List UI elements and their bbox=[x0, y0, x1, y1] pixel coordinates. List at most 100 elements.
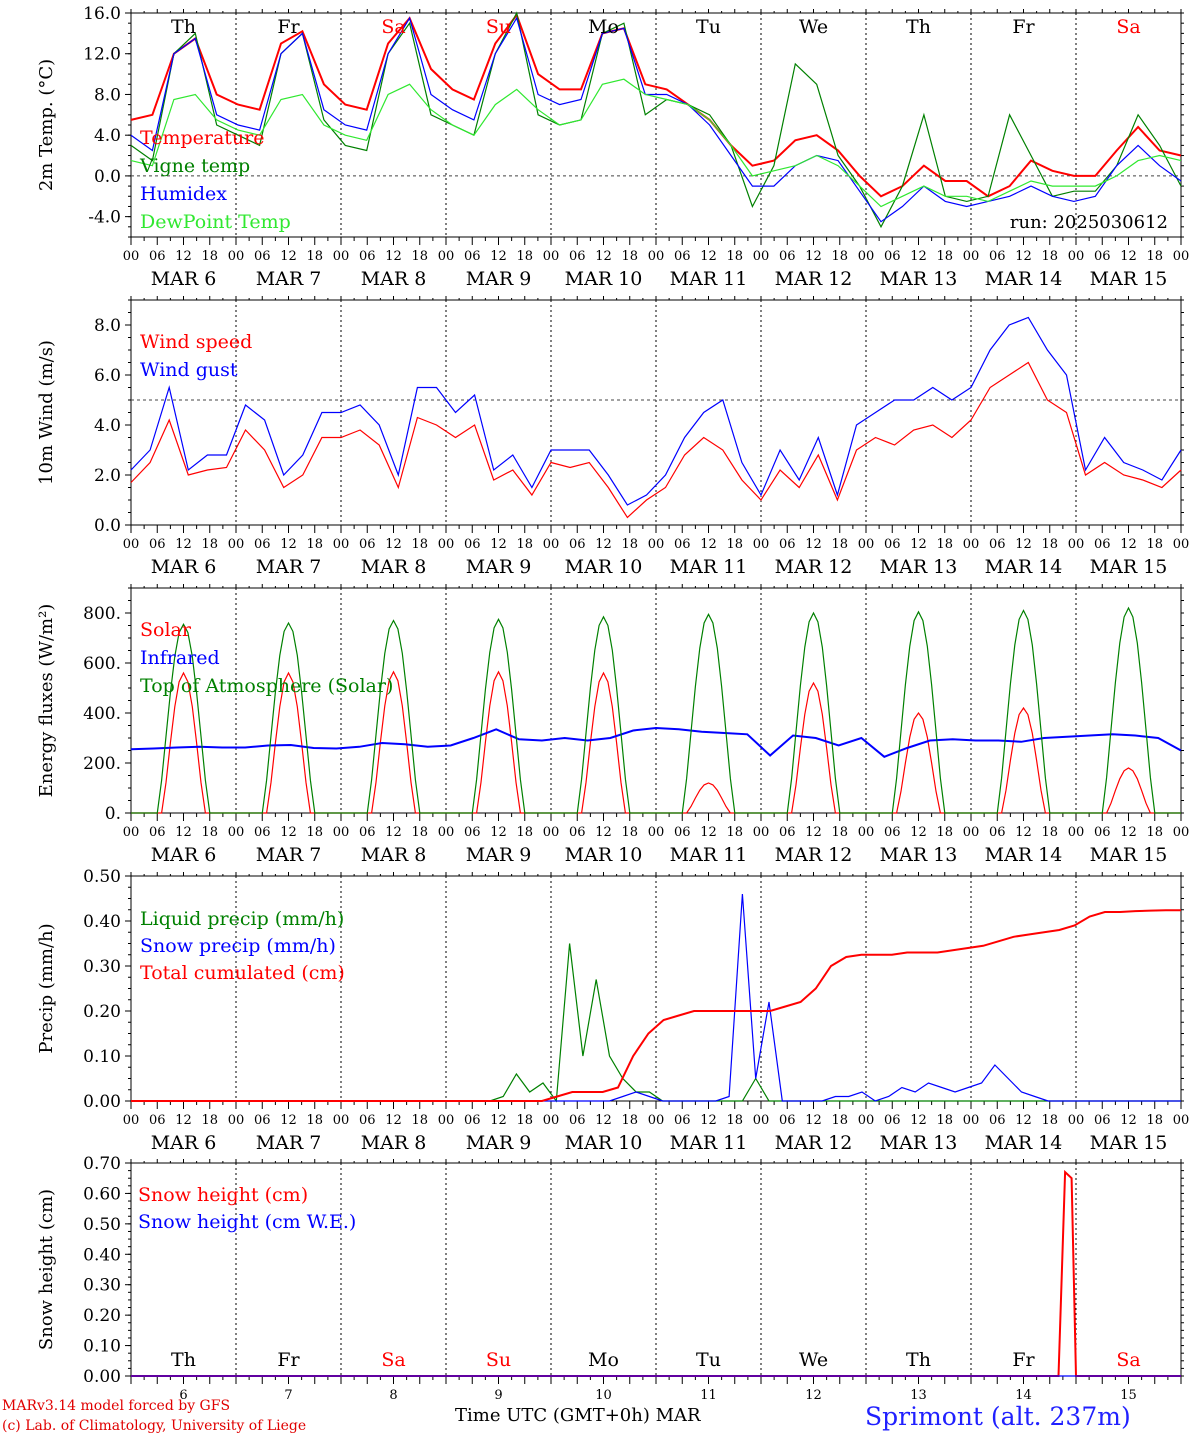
date-label: MAR 9 bbox=[466, 556, 532, 578]
weekday-label: We bbox=[799, 1349, 828, 1371]
y-axis-title: Energy fluxes (W/m²) bbox=[36, 604, 57, 798]
hour-tick-label: 18 bbox=[411, 825, 428, 840]
day-number-label: 11 bbox=[700, 1388, 717, 1403]
day-number-label: 13 bbox=[910, 1388, 927, 1403]
hour-tick-label: 06 bbox=[254, 249, 271, 264]
date-label: MAR 10 bbox=[565, 556, 643, 578]
legend-entry: Solar bbox=[140, 619, 192, 641]
y-tick-label: 800. bbox=[83, 604, 121, 624]
y-axis-title: 2m Temp. (°C) bbox=[36, 59, 57, 191]
hour-tick-label: 12 bbox=[595, 249, 612, 264]
hour-tick-label: 00 bbox=[228, 1113, 245, 1128]
hour-tick-label: 18 bbox=[201, 1113, 218, 1128]
hour-tick-label: 06 bbox=[254, 825, 271, 840]
hour-tick-label: 00 bbox=[543, 537, 560, 552]
series-line-infrared bbox=[130, 726, 1182, 758]
hour-tick-label: 00 bbox=[123, 1113, 140, 1128]
day-number-label: 12 bbox=[805, 1388, 822, 1403]
hour-tick-label: 06 bbox=[884, 537, 901, 552]
date-label: MAR 13 bbox=[880, 268, 958, 290]
date-label: MAR 8 bbox=[361, 556, 427, 578]
date-label: MAR 15 bbox=[1090, 268, 1168, 290]
hour-tick-label: 12 bbox=[175, 1113, 192, 1128]
weekday-label: Su bbox=[486, 1349, 511, 1371]
hour-tick-label: 06 bbox=[569, 825, 586, 840]
y-tick-label: 4.0 bbox=[94, 126, 121, 146]
date-label: MAR 10 bbox=[565, 1132, 643, 1154]
hour-tick-label: 00 bbox=[228, 249, 245, 264]
hour-tick-label: 12 bbox=[805, 249, 822, 264]
hour-tick-label: 00 bbox=[123, 825, 140, 840]
series-line-wind-gust bbox=[130, 316, 1182, 506]
hour-tick-label: 00 bbox=[648, 825, 665, 840]
hour-tick-label: 06 bbox=[464, 249, 481, 264]
weekday-label: Sa bbox=[381, 1349, 405, 1371]
y-tick-label: 600. bbox=[83, 654, 121, 674]
x-axis-title: Time UTC (GMT+0h) MAR bbox=[455, 1405, 701, 1426]
y-axis-title: 10m Wind (m/s) bbox=[36, 340, 57, 485]
weekday-label: Th bbox=[906, 16, 931, 38]
hour-tick-label: 06 bbox=[149, 825, 166, 840]
hour-tick-label: 12 bbox=[1015, 249, 1032, 264]
date-label: MAR 15 bbox=[1090, 1132, 1168, 1154]
hour-tick-label: 00 bbox=[123, 537, 140, 552]
hour-tick-label: 06 bbox=[359, 825, 376, 840]
hour-tick-label: 18 bbox=[831, 537, 848, 552]
hour-tick-label: 00 bbox=[1068, 825, 1085, 840]
hour-tick-label: 00 bbox=[438, 537, 455, 552]
weekday-label: Fr bbox=[277, 16, 300, 38]
weekday-label: Fr bbox=[1012, 1349, 1035, 1371]
weekday-label: Th bbox=[906, 1349, 931, 1371]
hour-tick-label: 00 bbox=[648, 249, 665, 264]
hour-tick-label: 18 bbox=[621, 537, 638, 552]
day-number-label: 6 bbox=[179, 1388, 187, 1403]
y-tick-label: 0.20 bbox=[83, 1002, 121, 1022]
hour-tick-label: 12 bbox=[1120, 249, 1137, 264]
date-label: MAR 13 bbox=[880, 844, 958, 866]
date-label: MAR 14 bbox=[985, 268, 1063, 290]
y-tick-label: 0. bbox=[105, 804, 121, 824]
weekday-label: Sa bbox=[381, 16, 405, 38]
hour-tick-label: 12 bbox=[280, 249, 297, 264]
hour-tick-label: 00 bbox=[1068, 1113, 1085, 1128]
date-label: MAR 14 bbox=[985, 844, 1063, 866]
hour-tick-label: 12 bbox=[805, 1113, 822, 1128]
hour-tick-label: 00 bbox=[858, 825, 875, 840]
hour-tick-label: 12 bbox=[595, 537, 612, 552]
hour-tick-label: 18 bbox=[936, 537, 953, 552]
hour-tick-label: 18 bbox=[516, 825, 533, 840]
hour-tick-label: 18 bbox=[1146, 1113, 1163, 1128]
hour-tick-label: 18 bbox=[726, 537, 743, 552]
day-number-label: 10 bbox=[595, 1388, 612, 1403]
hour-tick-label: 00 bbox=[543, 825, 560, 840]
weekday-label: Su bbox=[486, 16, 511, 38]
y-tick-label: 0.00 bbox=[83, 1092, 121, 1112]
hour-tick-label: 18 bbox=[201, 537, 218, 552]
hour-tick-label: 06 bbox=[989, 537, 1006, 552]
hour-tick-label: 06 bbox=[989, 1113, 1006, 1128]
y-tick-label: 0.20 bbox=[83, 1306, 121, 1326]
date-label: MAR 11 bbox=[670, 844, 748, 866]
y-tick-label: 0.40 bbox=[83, 912, 121, 932]
weekday-label: Th bbox=[171, 16, 196, 38]
hour-tick-label: 06 bbox=[569, 537, 586, 552]
hour-tick-label: 00 bbox=[333, 249, 350, 264]
y-tick-label: 0.70 bbox=[83, 1154, 121, 1174]
y-tick-label: 0.60 bbox=[83, 1184, 121, 1204]
legend-entry: DewPoint Temp bbox=[140, 211, 291, 233]
legend-entry: Infrared bbox=[140, 647, 220, 669]
hour-tick-label: 00 bbox=[543, 1113, 560, 1128]
hour-tick-label: 18 bbox=[516, 1113, 533, 1128]
copyright-credit: (c) Lab. of Climatology, University of L… bbox=[2, 1418, 307, 1434]
hour-tick-label: 18 bbox=[831, 1113, 848, 1128]
hour-tick-label: 18 bbox=[726, 249, 743, 264]
date-label: MAR 15 bbox=[1090, 844, 1168, 866]
legend-entry: Snow height (cm W.E.) bbox=[138, 1211, 356, 1233]
hour-tick-label: 06 bbox=[254, 537, 271, 552]
hour-tick-label: 12 bbox=[595, 825, 612, 840]
hour-tick-label: 00 bbox=[963, 537, 980, 552]
weekday-label: We bbox=[799, 16, 828, 38]
hour-tick-label: 00 bbox=[753, 1113, 770, 1128]
series-line-temperature bbox=[130, 12, 1182, 198]
hour-tick-label: 18 bbox=[1146, 825, 1163, 840]
